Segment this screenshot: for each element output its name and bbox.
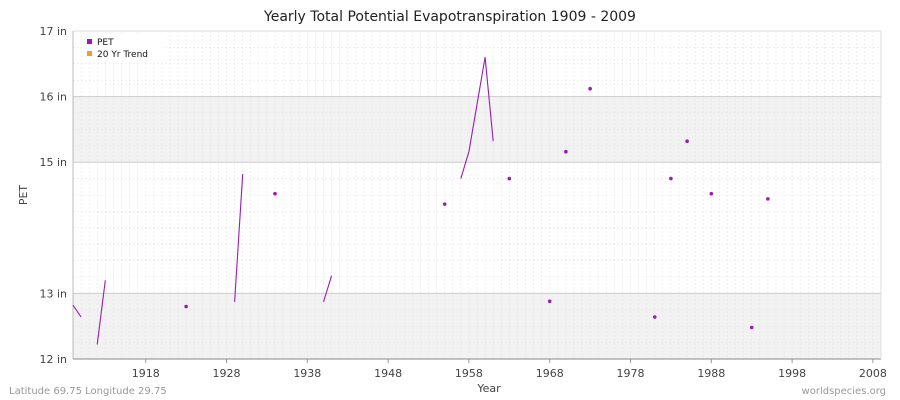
x-tick-label: 1998	[778, 367, 806, 380]
data-point	[588, 86, 592, 91]
legend: PET 20 Yr Trend	[82, 35, 166, 63]
y-tick-label: 15 in	[39, 156, 67, 169]
series-line	[234, 173, 244, 302]
x-tick-label: 1938	[293, 367, 321, 380]
x-tick-label: 1968	[536, 367, 564, 380]
y-tick-label: 16 in	[39, 91, 67, 104]
x-axis-label: Year	[476, 382, 501, 395]
legend-label-trend: 20 Yr Trend	[97, 50, 148, 60]
x-tick-label: 1958	[455, 367, 483, 380]
y-tick-label: 17 in	[39, 25, 67, 38]
y-axis-label: PET	[17, 185, 30, 206]
data-point	[507, 176, 512, 181]
data-point	[184, 304, 188, 309]
data-point	[766, 197, 770, 201]
x-axis-ticks: 1918 1928 1938 1948 1958 1968 1978 1988 1998 2008	[132, 359, 887, 380]
data-point	[749, 325, 754, 330]
series-line	[72, 304, 82, 318]
footer-location: Latitude 69.75 Longitude 29.75	[9, 386, 167, 397]
x-tick-label: 1948	[374, 367, 402, 380]
data-point	[709, 191, 714, 196]
data-point	[273, 191, 277, 196]
legend-swatch-trend	[87, 51, 92, 56]
data-point	[547, 299, 552, 304]
series-layer	[72, 57, 770, 345]
x-tick-label: 1918	[132, 367, 160, 380]
x-tick-label: 1988	[697, 367, 725, 380]
series-line	[96, 280, 106, 345]
legend-label-pet: PET	[97, 38, 114, 48]
x-tick-label: 2008	[859, 367, 887, 380]
y-axis-ticks: 12 in 13 in 15 in 16 in 17 in	[39, 25, 67, 366]
y-tick-label: 12 in	[39, 353, 67, 366]
x-tick-label: 1978	[617, 367, 645, 380]
major-gridlines	[72, 30, 882, 360]
data-point	[669, 176, 673, 181]
data-point	[564, 149, 568, 154]
data-point	[685, 139, 689, 144]
legend-swatch-pet	[87, 39, 92, 44]
data-point	[442, 202, 447, 206]
series-line	[460, 57, 494, 179]
footer-site: worldspecies.org	[802, 386, 886, 397]
data-point	[652, 315, 657, 319]
series-line	[322, 275, 333, 303]
y-tick-label: 13 in	[39, 287, 67, 300]
chart-title: Yearly Total Potential Evapotranspiratio…	[263, 9, 636, 25]
x-tick-label: 1928	[213, 367, 241, 380]
